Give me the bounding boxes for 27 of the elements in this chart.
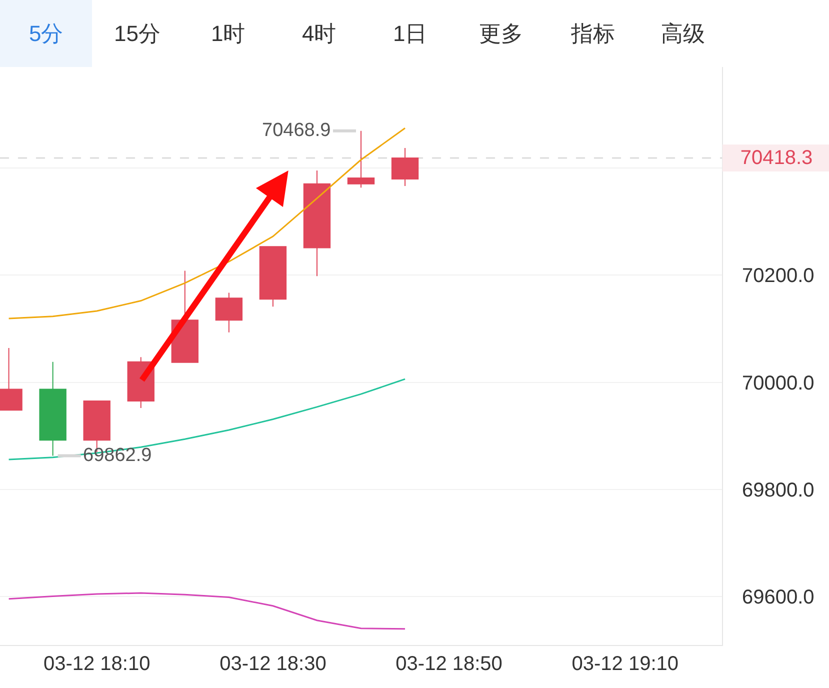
- x-tick-label: 03-12 18:30: [220, 653, 326, 675]
- candlestick: [391, 147, 419, 187]
- candlestick: [347, 130, 375, 188]
- ref-line-label: 70418.3: [740, 147, 813, 169]
- x-tick-label: 03-12 19:10: [572, 653, 679, 675]
- text: 指标: [570, 21, 615, 46]
- y-tick-label: 69600.0: [742, 586, 814, 609]
- text: 5分: [29, 21, 64, 46]
- x-tick-label: 03-12 18:10: [43, 653, 150, 675]
- y-tick-label: 69800.0: [742, 480, 814, 502]
- annotation: 69862.9: [83, 445, 152, 466]
- text: 15分: [114, 21, 160, 46]
- line-series: [8, 378, 406, 460]
- x-tick-label: 03-12 18:50: [396, 653, 502, 675]
- y-tick-label: 70200.0: [742, 265, 814, 288]
- annotation: 70468.9: [262, 120, 331, 141]
- text: 4时: [302, 21, 336, 46]
- candlestick: [259, 246, 287, 308]
- y-tick-label: 70000.0: [742, 372, 814, 394]
- candlestick: [39, 361, 66, 456]
- text: 1时: [211, 21, 246, 46]
- candlestick: [215, 292, 243, 333]
- text: 更多: [479, 21, 523, 46]
- text: 1日: [393, 21, 428, 46]
- line-series: [8, 592, 406, 630]
- candlestick: [303, 170, 331, 277]
- text: 高级: [661, 21, 705, 46]
